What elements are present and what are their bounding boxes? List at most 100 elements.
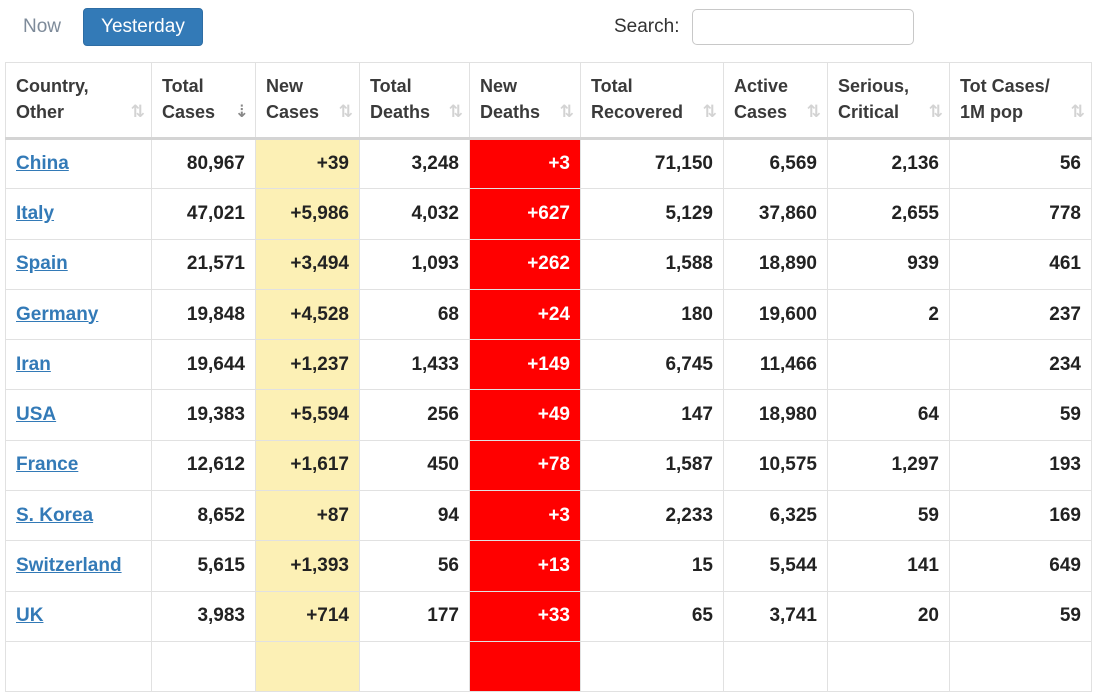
cell-new-cases: +4,528: [255, 288, 360, 341]
cell-total-recovered: 1,587: [580, 439, 724, 492]
country-link[interactable]: Spain: [16, 253, 68, 275]
cell-tot-cases-per-1m: 59: [949, 389, 1092, 441]
cell-total-recovered: 1,588: [580, 238, 724, 290]
cell-total-recovered: [580, 640, 724, 692]
cell-total-cases: 47,021: [151, 188, 256, 240]
cell-serious-critical: 2,136: [827, 137, 950, 190]
country-link[interactable]: UK: [16, 605, 44, 627]
table-header-row: Country, Other ⇅ Total Cases ⇣ New Cases ⇅ Tot…: [5, 62, 1092, 140]
cell-active-cases: 3,741: [723, 590, 828, 642]
sort-icon: ⇅: [338, 102, 353, 121]
country-link[interactable]: France: [16, 454, 79, 476]
search-input[interactable]: [692, 9, 914, 45]
cell-new-deaths: +13: [469, 540, 581, 592]
cell-serious-critical: 2,655: [827, 188, 950, 240]
cell-total-cases: 19,644: [151, 339, 256, 391]
country-link[interactable]: S. Korea: [16, 504, 94, 526]
cell-tot-cases-per-1m: 234: [949, 339, 1092, 391]
cell-active-cases: 18,980: [723, 389, 828, 441]
country-link[interactable]: Germany: [16, 303, 99, 325]
cell-total-deaths: 4,032: [359, 188, 470, 240]
cell-total-deaths: 94: [359, 490, 470, 542]
sort-icon: ⇅: [448, 102, 463, 121]
country-link[interactable]: USA: [16, 404, 57, 426]
tab-now[interactable]: Now: [23, 16, 62, 37]
cell-serious-critical: [827, 640, 950, 692]
cell-new-deaths: +627: [469, 188, 581, 240]
cell-total-cases: 80,967: [151, 137, 256, 190]
sort-desc-icon: ⇣: [234, 102, 249, 121]
cell-new-cases: +87: [255, 490, 360, 542]
table-row: Italy 47,021 +5,986 4,032 +627 5,129 37,860 2,6…: [5, 188, 1092, 240]
cell-serious-critical: 20: [827, 590, 950, 642]
header-label-line1: Tot Cases/: [960, 76, 1050, 96]
cell-country: Germany: [5, 288, 152, 341]
cell-country: Iran: [5, 339, 152, 391]
tab-yesterday[interactable]: Yesterday: [83, 8, 203, 46]
table-row: USA 19,383 +5,594 256 +49 147 18,980 64 59: [5, 389, 1092, 441]
covid-table: Country, Other ⇅ Total Cases ⇣ New Cases ⇅ Tot…: [5, 62, 1092, 692]
country-link[interactable]: Iran: [16, 353, 51, 375]
header-total-deaths[interactable]: Total Deaths ⇅: [359, 62, 470, 140]
cell-new-deaths: +24: [469, 288, 581, 341]
cell-total-recovered: 6,745: [580, 339, 724, 391]
table-row: S. Korea 8,652 +87 94 +3 2,233 6,325 59 169: [5, 490, 1092, 542]
cell-active-cases: 19,600: [723, 288, 828, 341]
cell-new-deaths: [469, 640, 581, 692]
header-label-line1: New: [266, 76, 304, 96]
cell-new-deaths: +262: [469, 238, 581, 290]
cell-country: [5, 640, 152, 692]
cell-new-cases: [255, 640, 360, 692]
header-serious-critical[interactable]: Serious, Critical ⇅: [827, 62, 950, 140]
cell-total-cases: 12,612: [151, 439, 256, 492]
header-label-line1: Active: [734, 76, 789, 96]
cell-new-cases: +39: [255, 137, 360, 190]
cell-new-deaths: +3: [469, 137, 581, 190]
cell-new-cases: +3,494: [255, 238, 360, 290]
country-link[interactable]: Switzerland: [16, 555, 122, 577]
cell-new-deaths: +3: [469, 490, 581, 542]
header-tot-cases-per-1m[interactable]: Tot Cases/1M pop ⇅: [949, 62, 1092, 140]
sort-icon: ⇅: [928, 102, 943, 121]
header-total-recovered[interactable]: Total Recovered ⇅: [580, 62, 724, 140]
table-row: Iran 19,644 +1,237 1,433 +149 6,745 11,466 234: [5, 339, 1092, 391]
cell-tot-cases-per-1m: 56: [949, 137, 1092, 190]
cell-new-deaths: +33: [469, 590, 581, 642]
cell-country: France: [5, 439, 152, 492]
cell-total-deaths: 1,433: [359, 339, 470, 391]
sort-icon: ⇅: [702, 102, 717, 121]
cell-serious-critical: 2: [827, 288, 950, 341]
cell-serious-critical: [827, 339, 950, 391]
header-label-line2: Deaths: [480, 102, 541, 122]
cell-serious-critical: 59: [827, 490, 950, 542]
cell-total-recovered: 65: [580, 590, 724, 642]
cell-serious-critical: 141: [827, 540, 950, 592]
cell-tot-cases-per-1m: 169: [949, 490, 1092, 542]
cell-total-recovered: 180: [580, 288, 724, 341]
cell-total-cases: 19,848: [151, 288, 256, 341]
header-new-deaths[interactable]: New Deaths ⇅: [469, 62, 581, 140]
cell-total-recovered: 15: [580, 540, 724, 592]
cell-tot-cases-per-1m: [949, 640, 1092, 692]
header-label-line1: Serious,: [838, 76, 910, 96]
header-total-cases[interactable]: Total Cases ⇣: [151, 62, 256, 140]
cell-total-deaths: 56: [359, 540, 470, 592]
cell-tot-cases-per-1m: 59: [949, 590, 1092, 642]
cell-serious-critical: 1,297: [827, 439, 950, 492]
cell-active-cases: [723, 640, 828, 692]
table-row: UK 3,983 +714 177 +33 65 3,741 20 59: [5, 590, 1092, 642]
cell-total-recovered: 5,129: [580, 188, 724, 240]
header-new-cases[interactable]: New Cases ⇅: [255, 62, 360, 140]
cell-country: Spain: [5, 238, 152, 290]
header-country[interactable]: Country, Other ⇅: [5, 62, 152, 140]
cell-total-deaths: 450: [359, 439, 470, 492]
country-link[interactable]: Italy: [16, 202, 55, 224]
cell-tot-cases-per-1m: 237: [949, 288, 1092, 341]
cell-total-recovered: 2,233: [580, 490, 724, 542]
cell-total-deaths: 1,093: [359, 238, 470, 290]
sort-icon: ⇅: [559, 102, 574, 121]
header-label-line1: New: [480, 76, 518, 96]
country-link[interactable]: China: [16, 153, 69, 175]
header-label-line2: Cases: [266, 102, 320, 122]
header-active-cases[interactable]: Active Cases ⇅: [723, 62, 828, 140]
